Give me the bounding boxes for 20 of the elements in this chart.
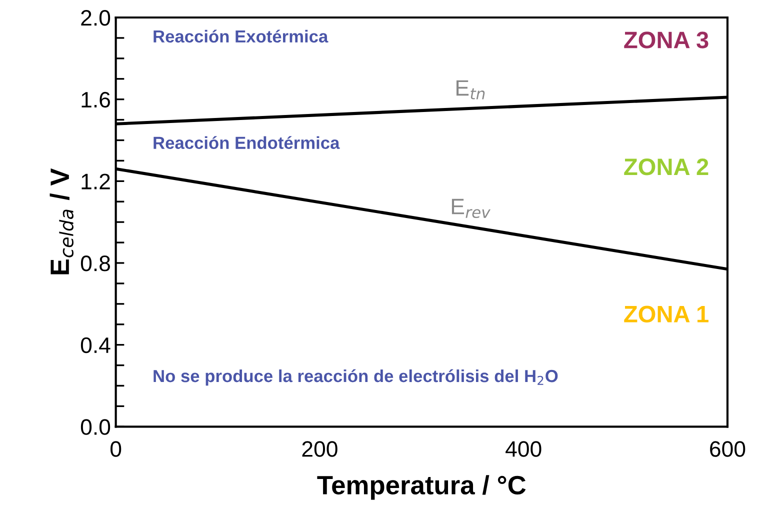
y-tick-label: 1.6 bbox=[82, 92, 110, 108]
x-tick-label: 200 bbox=[302, 441, 338, 457]
annotation: ZONA 1 bbox=[624, 306, 708, 323]
annotation: No se produce la reacción de electrólisis del H$_{2}$O bbox=[154, 369, 558, 386]
series-label: E$_{rev}$ bbox=[452, 198, 491, 218]
x-tick-label: 400 bbox=[506, 441, 542, 457]
x-tick-label: 0 bbox=[110, 441, 122, 457]
x-tick-label: 600 bbox=[710, 441, 746, 457]
y-tick-label: 1.2 bbox=[82, 174, 110, 190]
y-tick-label: 0.4 bbox=[80, 337, 110, 354]
series-label: E$_{tn}$ bbox=[456, 80, 485, 100]
y-axis-title: E$_{celda}$ / V bbox=[50, 168, 74, 274]
annotation: Reacción Exotérmica bbox=[154, 30, 328, 43]
annotation: ZONA 3 bbox=[624, 32, 708, 48]
x-axis-title: Temperatura / °C bbox=[317, 475, 526, 500]
annotation: Reacción Endotérmica bbox=[154, 136, 340, 149]
y-tick-label: 0.0 bbox=[80, 419, 110, 435]
annotation: ZONA 2 bbox=[624, 158, 708, 176]
y-tick-label: 0.8 bbox=[80, 256, 110, 272]
y-tick-label: 2.0 bbox=[81, 10, 110, 26]
